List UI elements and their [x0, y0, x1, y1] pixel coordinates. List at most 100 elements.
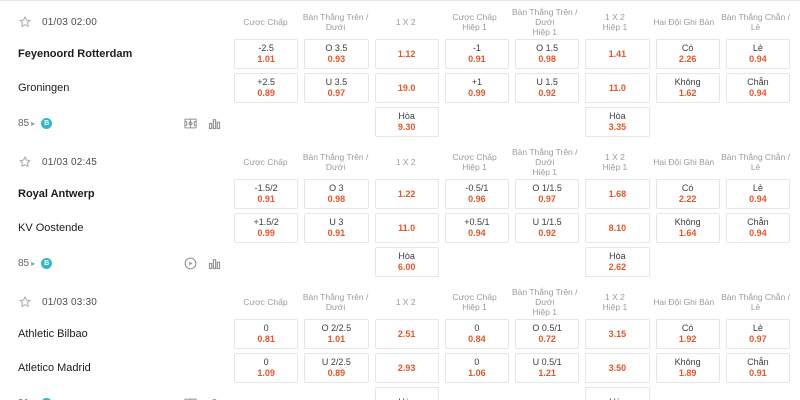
odds-cell-col3[interactable]: 2.93	[374, 353, 439, 383]
odds-cell-col6[interactable]: 1.41	[585, 39, 650, 69]
odds-value: 0.94	[749, 88, 767, 98]
odds-cell-col1[interactable]: -2.5 1.01	[234, 39, 299, 69]
column-header-line: Cược Chấp	[243, 157, 288, 167]
column-header-line: Hiệp 1	[602, 22, 628, 32]
column-header-line: Cược Chấp	[243, 17, 288, 27]
away-team-name: KV Oostende	[18, 222, 84, 234]
odds-cell-col4[interactable]: 0 1.06	[444, 353, 509, 383]
draw-odds-cell-1x2-h1[interactable]: Hòa 2.62	[585, 247, 650, 277]
markets-count: 85	[18, 257, 30, 269]
odds-cell-col3[interactable]: 2.51	[374, 319, 439, 349]
bet-option-label: -1.5/2	[254, 183, 278, 193]
odds-cell-col6[interactable]: 1.68	[585, 179, 650, 209]
odds-cell-col2[interactable]: O 3.5 0.93	[304, 39, 369, 69]
home-team-cell: Athletic Bilbao	[0, 328, 228, 340]
markets-count: 85	[18, 117, 30, 129]
bet-option-label: O 0.5/1	[532, 323, 562, 333]
odds-cell-col3[interactable]: 19.0	[374, 73, 439, 103]
odds-cell-col5[interactable]: U 1.5 0.92	[515, 73, 580, 103]
odds-cell-col2[interactable]: U 2/2.5 0.89	[304, 353, 369, 383]
match-datetime: 01/03 03:30	[42, 296, 98, 308]
odds-cell-col7[interactable]: Có 2.22	[655, 179, 720, 209]
odds-cell-col7[interactable]: Có 1.92	[655, 319, 720, 349]
odds-value: 0.97	[327, 88, 346, 98]
pitch-icon[interactable]	[183, 116, 198, 131]
odds-value: 1.41	[608, 48, 627, 59]
odds-cell-col7[interactable]: Không 1.62	[655, 73, 720, 103]
match-datetime: 01/03 02:00	[42, 16, 98, 28]
column-header-line: Hai Đội Ghi Bàn	[653, 297, 715, 307]
draw-odds-cell-1x2[interactable]: Hòa 6.00	[374, 247, 439, 277]
odds-cell-col5[interactable]: U 0.5/1 1.21	[515, 353, 580, 383]
odds-cell-col7[interactable]: Không 1.89	[655, 353, 720, 383]
odds-cell-col2[interactable]: O 3 0.98	[304, 179, 369, 209]
column-header-line: 1 X 2	[395, 17, 416, 27]
odds-cell-col6[interactable]: 3.50	[585, 353, 650, 383]
odds-cell-col3[interactable]: 11.0	[374, 213, 439, 243]
odds-cell-col8[interactable]: Lẻ 0.94	[725, 179, 790, 209]
more-markets-toggle[interactable]: 85 ▸ B	[18, 117, 53, 129]
bet-option-label: O 3	[329, 183, 344, 193]
favorite-star-icon[interactable]	[18, 295, 32, 309]
odds-cell-col7[interactable]: Có 2.26	[655, 39, 720, 69]
bet-option-label: 0	[474, 323, 480, 333]
footer-icon-group	[183, 396, 222, 400]
column-header-line: Hiệp 1	[602, 302, 628, 312]
odds-cell-col1[interactable]: -1.5/2 0.91	[234, 179, 299, 209]
odds-cell-col5[interactable]: O 0.5/1 0.72	[515, 319, 580, 349]
bar-chart-icon[interactable]	[207, 116, 222, 131]
bet-option-label: Lẻ	[752, 323, 763, 333]
bet-option-label: Hòa	[398, 397, 415, 400]
bet-option-label: O 2/2.5	[321, 323, 352, 333]
draw-odds-cell-1x2-h1[interactable]: Hòa	[585, 387, 650, 400]
favorite-star-icon[interactable]	[18, 15, 32, 29]
bar-chart-icon[interactable]	[207, 256, 222, 271]
odds-cell-col8[interactable]: Chẵn 0.91	[725, 353, 790, 383]
odds-cell-col3[interactable]: 1.22	[374, 179, 439, 209]
odds-value: 0.92	[538, 228, 556, 238]
match-block: 01/03 02:45 Cược Chấp Bàn Thắng Trên / Dưới…	[0, 141, 800, 281]
odds-cell-col4[interactable]: 0 0.84	[444, 319, 509, 349]
pitch-icon[interactable]	[183, 396, 198, 400]
favorite-star-icon[interactable]	[18, 155, 32, 169]
draw-odds-cell-1x2[interactable]: Hòa	[374, 387, 439, 400]
odds-cell-col2[interactable]: U 3 0.91	[304, 213, 369, 243]
odds-cell-col4[interactable]: -0.5/1 0.96	[444, 179, 509, 209]
odds-cell-col1[interactable]: +1.5/2 0.99	[234, 213, 299, 243]
column-header: 1 X 2	[374, 157, 437, 167]
odds-value: 1.01	[327, 334, 346, 344]
bet-option-label: Lẻ	[752, 183, 763, 193]
odds-cell-col4[interactable]: +1 0.99	[444, 73, 509, 103]
bar-chart-icon[interactable]	[207, 396, 222, 400]
play-icon[interactable]	[183, 256, 198, 271]
odds-cell-col1[interactable]: 0 1.09	[234, 353, 299, 383]
odds-cell-col2[interactable]: O 2/2.5 1.01	[304, 319, 369, 349]
odds-cell-col5[interactable]: U 1/1.5 0.92	[515, 213, 580, 243]
odds-cell-col1[interactable]: +2.5 0.89	[234, 73, 299, 103]
odds-cell-col6[interactable]: 11.0	[585, 73, 650, 103]
odds-value: 1.01	[257, 54, 275, 64]
odds-cell-col2[interactable]: U 3.5 0.97	[304, 73, 369, 103]
odds-cell-col5[interactable]: O 1.5 0.98	[515, 39, 580, 69]
odds-cell-col4[interactable]: +0.5/1 0.94	[444, 213, 509, 243]
match-datetime: 01/03 02:45	[42, 156, 98, 168]
odds-cell-col8[interactable]: Chẵn 0.94	[725, 213, 790, 243]
odds-cell-col8[interactable]: Lẻ 0.94	[725, 39, 790, 69]
bet-option-label: -0.5/1	[465, 183, 489, 193]
odds-value: 1.89	[678, 368, 697, 378]
draw-odds-cell-1x2[interactable]: Hòa 9.30	[374, 107, 439, 137]
column-header: Bàn Thắng Chẵn / Lẻ	[721, 152, 790, 172]
odds-cell-col3[interactable]: 1.12	[374, 39, 439, 69]
draw-odds-cell-1x2-h1[interactable]: Hòa 3.35	[585, 107, 650, 137]
odds-cell-col1[interactable]: 0 0.81	[234, 319, 299, 349]
odds-cell-col4[interactable]: -1 0.91	[444, 39, 509, 69]
odds-cell-col8[interactable]: Chẵn 0.94	[725, 73, 790, 103]
odds-cell-col8[interactable]: Lẻ 0.97	[725, 319, 790, 349]
odds-cell-col6[interactable]: 8.10	[585, 213, 650, 243]
odds-cell-col6[interactable]: 3.15	[585, 319, 650, 349]
column-header: Cược Chấp Hiệp 1	[443, 292, 506, 312]
more-markets-toggle[interactable]: 85 ▸ B	[18, 257, 53, 269]
odds-cell-col5[interactable]: O 1/1.5 0.97	[515, 179, 580, 209]
odds-value: 11.0	[608, 82, 626, 93]
odds-cell-col7[interactable]: Không 1.64	[655, 213, 720, 243]
